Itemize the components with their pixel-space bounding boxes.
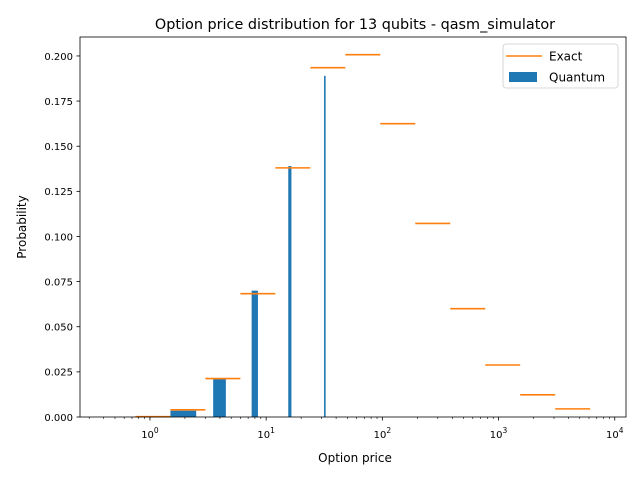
x-axis-label: Option price [318, 451, 392, 465]
quantum-bar [213, 379, 226, 417]
y-axis-label: Probability [15, 195, 29, 258]
quantum-bar [288, 166, 292, 417]
legend-exact-label: Exact [549, 50, 583, 64]
quantum-bar [324, 75, 326, 418]
plot-frame [79, 36, 627, 418]
y-tick-label: 0.175 [44, 97, 73, 108]
y-tick-label: 0.125 [44, 187, 73, 198]
quantum-bar [170, 410, 197, 417]
y-tick-label: 0.075 [44, 277, 73, 288]
quantum-bar [251, 290, 258, 417]
legend-quantum-label: Quantum [549, 71, 605, 85]
y-tick-label: 0.150 [44, 142, 73, 153]
legend: Exact Quantum [502, 43, 619, 89]
plot-area [135, 53, 591, 418]
y-axis: 0.000 0.025 0.050 0.075 0.100 0.125 0.150 0.175… [44, 52, 80, 424]
y-tick-label: 0.050 [44, 323, 73, 334]
chart-title: Option price distribution for 13 qubits … [155, 17, 555, 33]
y-tick-label: 0.000 [44, 413, 73, 424]
y-tick-label: 0.100 [44, 232, 73, 243]
legend-quantum-swatch [509, 72, 537, 82]
y-tick-label: 0.200 [44, 52, 73, 63]
y-tick-label: 0.025 [44, 368, 73, 379]
